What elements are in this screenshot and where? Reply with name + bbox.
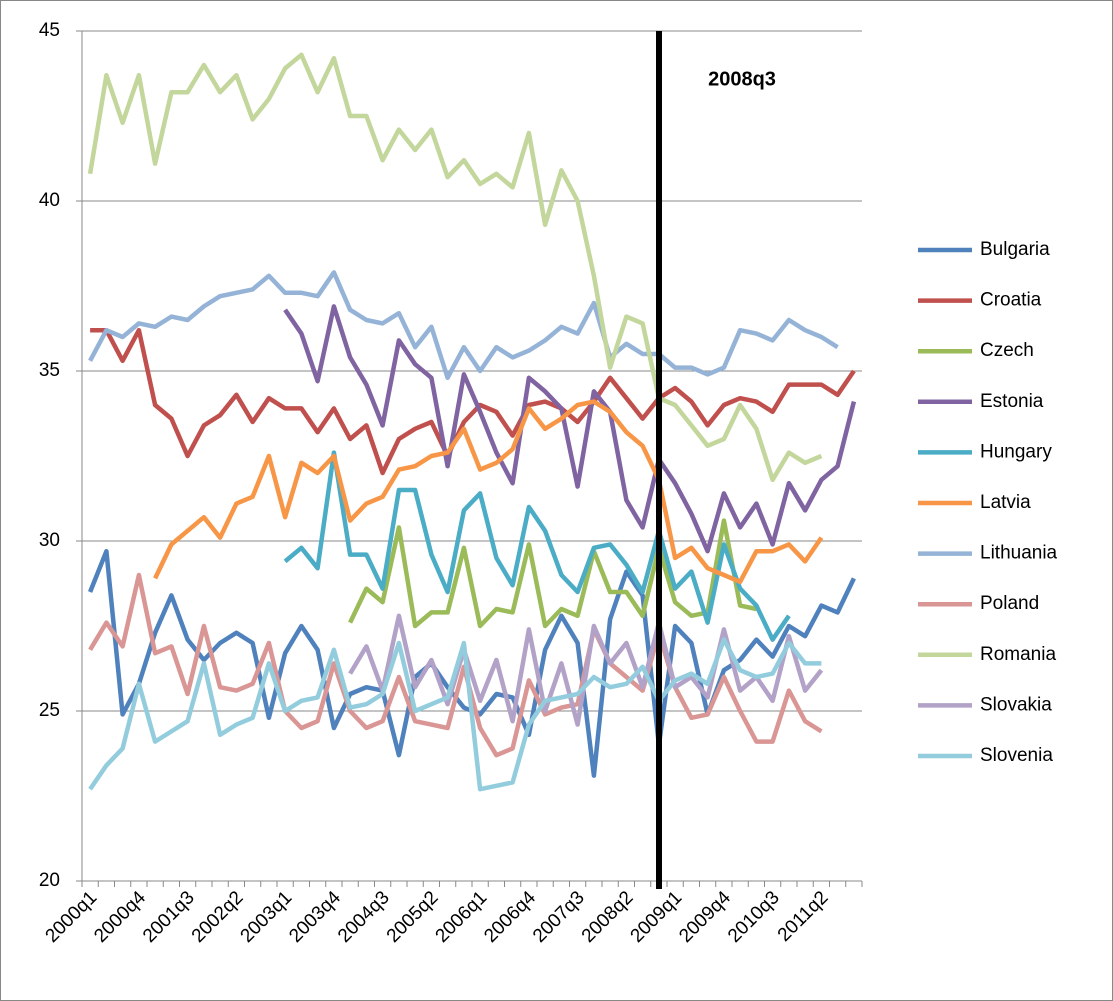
legend-label: Estonia [980,391,1044,412]
legend-label: Romania [980,644,1056,665]
legend-label: Bulgaria [980,239,1050,260]
legend-label: Poland [980,593,1039,614]
series-line [153,399,824,585]
series-line [87,52,823,483]
series-line [88,270,839,381]
legend-label: Hungary [980,441,1052,462]
y-tick-label: 20 [39,870,60,891]
y-tick-label: 35 [39,360,60,381]
y-tick-label: 45 [39,20,60,41]
series-line [88,637,822,792]
grid [82,30,862,712]
legend-label: Lithuania [980,543,1058,564]
legend-label: Czech [980,340,1034,361]
series-line [348,518,757,629]
series-line [88,572,823,758]
y-tick-label: 25 [39,700,60,721]
series-line [283,450,791,642]
y-tick-label: 30 [39,530,60,551]
legend-label: Slovakia [980,694,1052,715]
annotation: 2008q3 [708,68,776,90]
y-tick-label: 40 [39,190,60,211]
series-line [90,327,856,476]
legend-label: Croatia [980,290,1042,311]
legend-label: Slovenia [980,745,1053,766]
series-line [283,304,857,554]
legend-label: Latvia [980,492,1031,513]
plot [87,52,857,792]
series-line [348,613,824,727]
